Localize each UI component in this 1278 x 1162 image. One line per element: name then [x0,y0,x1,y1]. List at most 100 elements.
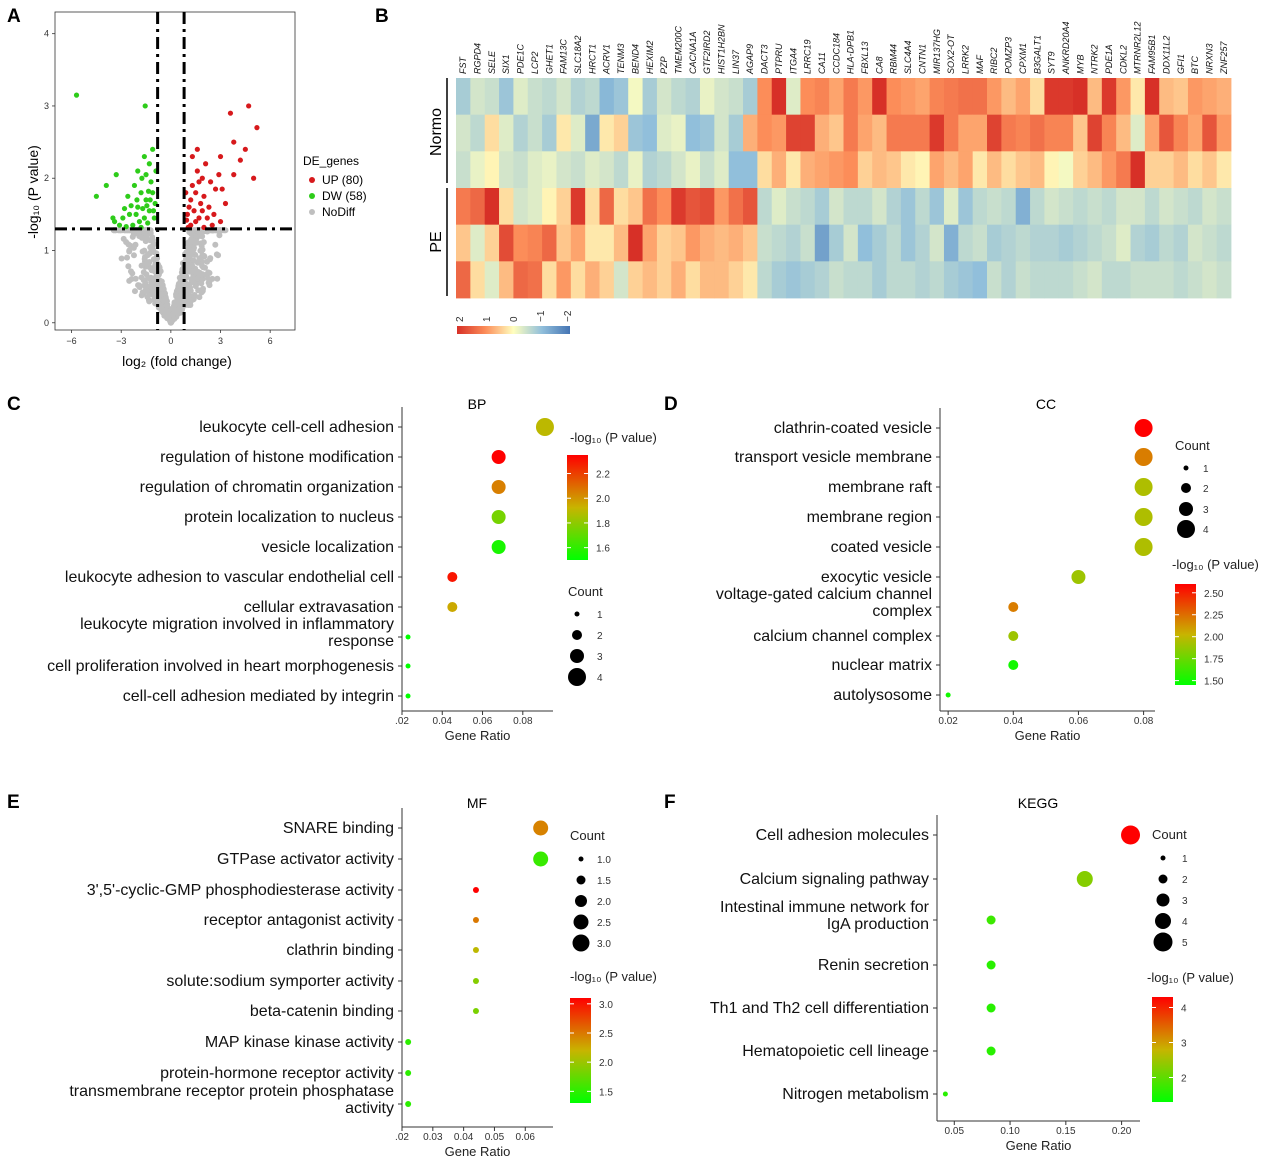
heatmap-cell [1001,151,1017,189]
legend-nodiff-label: NoDiff [322,205,356,219]
volcano-point-up [194,168,200,174]
size-legend-dot [1183,465,1189,471]
heatmap-cell [972,261,988,299]
dotplot-x-tick-label: .02 [395,1132,409,1143]
volcano-point-nodiff [198,280,205,287]
heatmap-cell [513,78,529,116]
volcano-point-dw [143,172,149,178]
volcano-y-label: -log₁₀ (P value) [25,145,41,239]
heatmap-cell [800,261,816,299]
heatmap-cell [1187,114,1203,152]
volcano-point-dw [111,218,118,225]
size-legend-label: 2 [597,631,603,642]
heatmap-cell [786,224,801,262]
heatmap-cell [915,151,931,189]
heatmap-cell [900,188,916,226]
heatmap-cell [943,151,959,189]
heatmap-cell [1216,224,1232,262]
volcano-point-nodiff [125,263,132,270]
size-legend-dot [1156,893,1170,907]
heatmap-cell [1144,114,1160,152]
volcano-legend-title: DE_genes [303,154,359,168]
volcano-point-up [188,197,194,203]
color-legend-title: -log₁₀ (P value) [570,430,657,445]
heatmap-cell [628,188,643,226]
volcano-point-dw [145,220,151,226]
heatmap-gene-label: LRRK2 [960,45,970,74]
heatmap-cell [1101,114,1117,152]
heatmap-cell [1087,78,1103,116]
dotplot-d-title: CC [1036,396,1056,412]
color-legend-tick-label: 2.0 [599,1058,613,1069]
volcano-x-tick-label: −6 [66,336,76,346]
volcano-point-up [207,179,214,185]
panel-letter-d: D [664,394,678,415]
heatmap-cell [671,188,687,226]
dotplot-category-label: cell-cell adhesion mediated by integrin [123,688,394,705]
heatmap-cell [728,78,744,116]
heatmap-cell [958,261,974,299]
heatmap-cell [728,151,744,189]
heatmap-cell [857,78,873,116]
volcano-point-nodiff [131,288,138,295]
heatmap-cell [556,78,572,116]
heatmap-cell [1044,261,1060,299]
heatmap-cell [1058,188,1074,226]
dotplot-category-label: regulation of histone modification [160,449,394,466]
heatmap-cell [843,151,859,189]
heatmap-cell [1187,188,1203,226]
dotplot-dot [491,510,506,524]
heatmap-gene-label: POMZP3 [1004,37,1014,74]
heatmap-cell [470,151,486,189]
heatmap-cell [1202,114,1218,152]
volcano-x-axis: −6 −3 0 3 6 [66,330,273,346]
heatmap-cell [757,261,773,299]
size-legend-dot [570,649,584,663]
volcano-point-nodiff [149,291,156,298]
dotplot-dot [1134,538,1153,556]
heatmap-cell [857,188,873,226]
volcano-point-dw [140,205,146,212]
size-legend-label: 5 [1182,938,1188,949]
volcano-point-nodiff [144,288,151,295]
dotplot-dot [945,692,951,698]
heatmap-cell [857,151,873,189]
heatmap-cell [642,224,658,262]
dotplot-category-label: clathrin-coated vesicle [774,420,932,437]
volcano-point-up [209,222,215,228]
heatmap-cell [556,261,572,299]
heatmap-gene-label: BEND4 [630,44,640,74]
heatmap-cell [613,151,629,189]
heatmap-cell [599,114,615,152]
heatmap-cell [972,78,988,116]
row-group-pe: PE [428,231,445,252]
heatmap-gene-label: CA11 [817,52,827,74]
heatmap-cell [872,114,887,152]
heatmap-cell [1044,151,1060,189]
dotplot-category-label: MAP kinase kinase activity [205,1034,394,1051]
volcano-point-nodiff [176,274,183,281]
dotplot-dot [986,960,996,970]
heatmap-gene-label: GTF2IRD2 [702,30,712,74]
heatmap-cell [1030,114,1045,152]
dotplot-category-label: regulation of chromatin organization [140,479,394,496]
heatmap-cell [1030,188,1045,226]
heatmap-cell [843,188,859,226]
volcano-point-up [189,153,195,160]
heatmap-cell [1058,78,1074,116]
volcano-threshold-lines [55,12,295,330]
volcano-point-dw [150,208,157,214]
heatmap-cell [886,114,902,152]
heatmap-cell [943,224,959,262]
dotplot-dot [1121,825,1141,845]
heatmap-cell [886,188,902,226]
heatmap-cell [1044,78,1060,116]
heatmap-cell [1087,114,1103,152]
heatmap-gene-label: TENM3 [616,43,626,74]
heatmap-cell [829,78,844,116]
heatmap-cell [958,114,974,152]
heatmap-cell [456,151,471,189]
volcano-point-nodiff [149,237,156,244]
heatmap-cell [987,261,1002,299]
heatmap-cell [800,151,816,189]
